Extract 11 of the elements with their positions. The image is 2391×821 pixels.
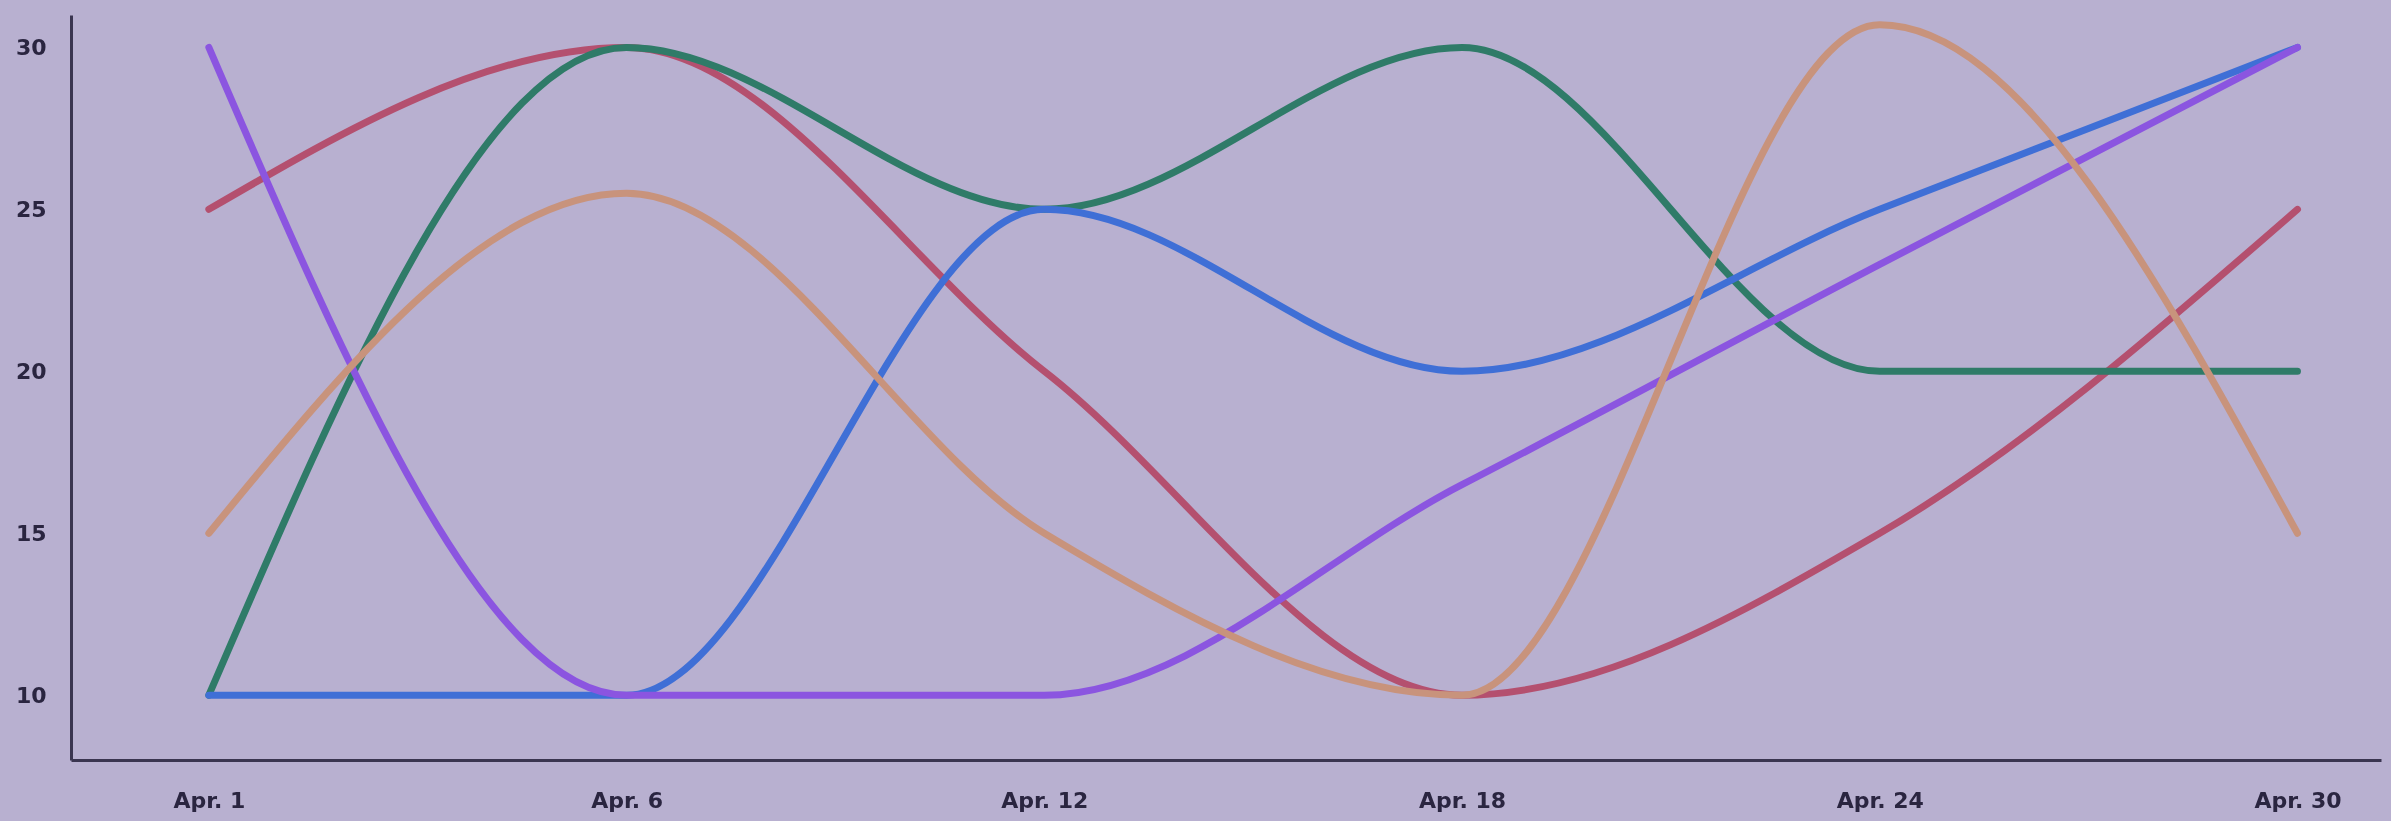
x-tick-label: Apr. 18 [1418, 787, 1507, 813]
y-tick-label: 25 [15, 196, 47, 222]
y-tick-label: 20 [15, 358, 47, 384]
y-tick-label: 15 [15, 520, 47, 546]
x-tick-label: Apr. 30 [2254, 787, 2342, 813]
x-tick-label: Apr. 6 [591, 787, 663, 813]
x-tick-label: Apr. 1 [173, 787, 246, 813]
x-tick-label: Apr. 12 [1001, 787, 1089, 813]
x-tick-label: Apr. 24 [1836, 787, 1924, 813]
y-tick-label: 10 [15, 682, 47, 708]
y-tick-label: 30 [15, 34, 47, 60]
